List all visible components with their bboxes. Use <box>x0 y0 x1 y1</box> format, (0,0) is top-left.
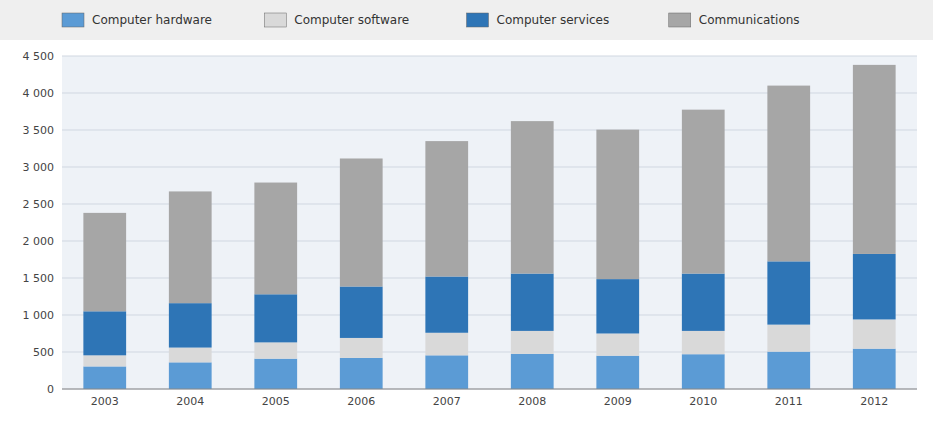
bar-segment <box>682 331 725 354</box>
legend-background <box>0 0 933 40</box>
y-tick-label: 1 000 <box>23 309 55 322</box>
bar-segment <box>682 274 725 331</box>
x-tick-label: 2011 <box>775 395 803 408</box>
x-tick-label: 2003 <box>91 395 119 408</box>
bar-segment <box>83 311 126 355</box>
bar-segment <box>340 158 383 286</box>
legend-swatch <box>62 13 84 27</box>
bar-segment <box>254 294 297 342</box>
x-axis: 2003 2004 2005 2006 2007 2008 2009 2010 2011 2012 <box>62 389 917 408</box>
y-axis: 0 500 1 000 1 500 2 000 2 500 3 000 3 500 4 000 4… <box>23 50 918 396</box>
bar-segment <box>169 362 212 389</box>
y-tick-label: 2 500 <box>23 198 55 211</box>
y-tick-label: 500 <box>33 346 54 359</box>
bar-segment <box>83 213 126 311</box>
bar-segment <box>340 358 383 389</box>
bar-segment <box>425 355 468 389</box>
x-tick-label: 2012 <box>860 395 888 408</box>
legend: Computer hardware Computer software Comput… <box>0 0 933 40</box>
bar-segment <box>340 287 383 338</box>
bar-segment <box>425 333 468 356</box>
bar-segment <box>853 254 896 319</box>
y-tick-label: 2 000 <box>23 235 55 248</box>
bar-segment <box>169 191 212 303</box>
bar-segment <box>511 331 554 354</box>
bar-segment <box>596 356 639 389</box>
x-tick-label: 2006 <box>347 395 375 408</box>
series <box>83 65 895 311</box>
bar-segment <box>853 65 896 254</box>
legend-label: Computer software <box>294 13 409 27</box>
grid-line <box>62 56 917 57</box>
bar-segment <box>254 359 297 389</box>
x-tick-label: 2008 <box>518 395 546 408</box>
bar-segment <box>853 349 896 389</box>
bar-segment <box>425 141 468 276</box>
grid-line <box>62 389 917 390</box>
bar-segment <box>767 352 810 389</box>
y-tick-label: 3 000 <box>23 161 55 174</box>
chart-container: Computer hardware Computer software Comput… <box>0 0 933 421</box>
legend-swatch <box>669 13 691 27</box>
bar-segment <box>767 86 810 262</box>
bar-segment <box>596 130 639 279</box>
bars <box>83 65 895 389</box>
x-axis-line <box>62 389 917 390</box>
bar-segment <box>511 121 554 273</box>
legend-label: Computer hardware <box>92 13 212 27</box>
bar-segment <box>425 277 468 333</box>
bar-segment <box>767 325 810 352</box>
bar-segment <box>511 354 554 389</box>
x-tick-label: 2007 <box>433 395 461 408</box>
x-tick-label: 2009 <box>604 395 632 408</box>
bar-segment <box>853 319 896 348</box>
plot-background <box>62 56 917 389</box>
bar-segment <box>169 303 212 347</box>
y-tick-label: 1 500 <box>23 272 55 285</box>
bar-segment <box>682 354 725 389</box>
legend-label: Communications <box>699 13 800 27</box>
bar-segment <box>254 183 297 295</box>
bar-segment <box>511 274 554 331</box>
bar-segment <box>254 342 297 358</box>
y-tick-label: 4 000 <box>23 87 55 100</box>
bar-segment <box>83 366 126 389</box>
chart: Computer hardware Computer software Comput… <box>0 0 933 421</box>
bar-segment <box>83 355 126 366</box>
legend-label: Computer services <box>497 13 610 27</box>
bar-segment <box>596 279 639 333</box>
bar-segment <box>340 338 383 358</box>
bar-segment <box>169 348 212 363</box>
bar-segment <box>596 334 639 356</box>
y-tick-label: 3 500 <box>23 124 55 137</box>
bar-segment <box>682 110 725 274</box>
x-tick-label: 2010 <box>689 395 717 408</box>
x-tick-label: 2004 <box>176 395 204 408</box>
y-tick-label: 0 <box>47 383 54 396</box>
y-tick-label: 4 500 <box>23 50 55 63</box>
bar-segment <box>767 261 810 324</box>
x-tick-label: 2005 <box>262 395 290 408</box>
legend-swatch <box>467 13 489 27</box>
legend-swatch <box>264 13 286 27</box>
